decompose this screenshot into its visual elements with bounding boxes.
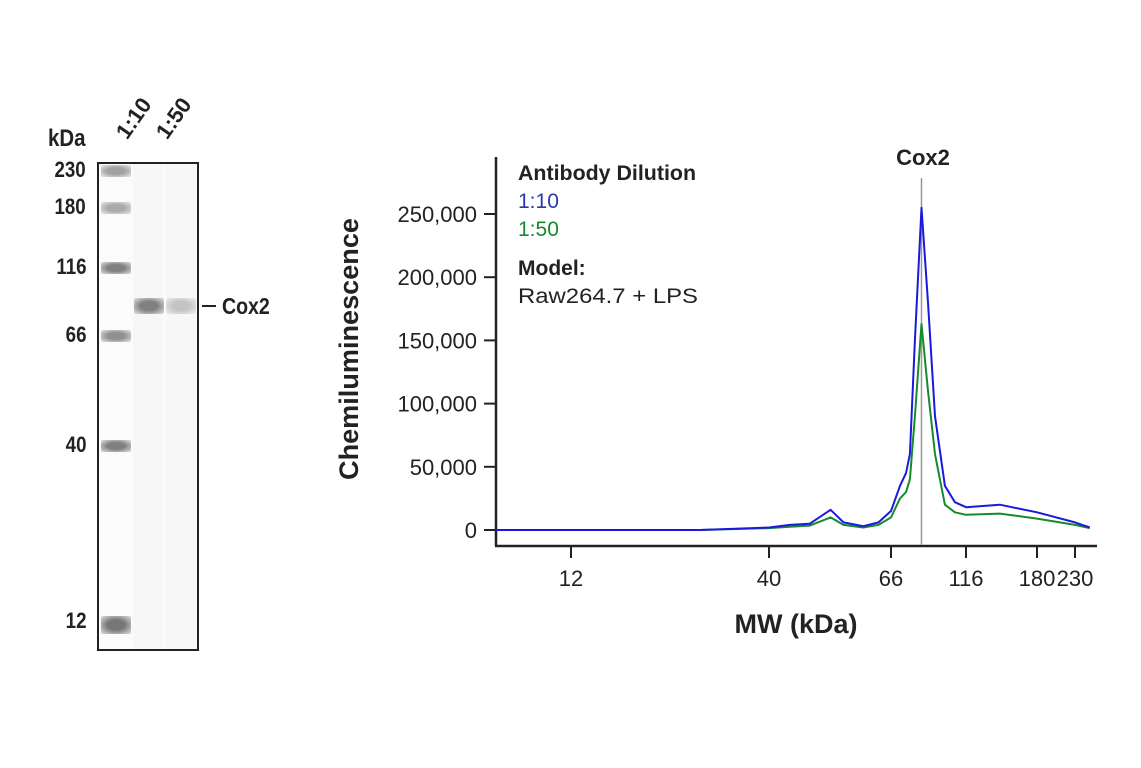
ladder-label: 12 (65, 608, 86, 633)
x-tick-label: 66 (879, 566, 903, 591)
gel-target-label: Cox2 (222, 293, 270, 319)
x-tick-label: 116 (948, 566, 983, 591)
x-tick-label: 230 (1057, 566, 1094, 591)
series-line-1-10 (495, 206, 1091, 531)
gel-lane-2 (166, 164, 197, 649)
peak-marker-label: Cox2 (896, 145, 950, 170)
x-tick-label: 180 (1019, 566, 1056, 591)
gel-image (97, 162, 199, 651)
model-value: Raw264.7 + LPS (518, 285, 698, 308)
ladder-label: 66 (65, 322, 86, 347)
y-tick-label: 150,000 (397, 328, 477, 353)
y-tick-label: 0 (465, 518, 477, 543)
ladder-label: 180 (54, 194, 86, 219)
ladder-band (101, 202, 131, 214)
ladder-label: 40 (65, 432, 86, 457)
gel-unit-label: kDa (48, 125, 86, 152)
ladder-band (101, 262, 131, 274)
sample-band (134, 298, 164, 314)
y-axis-label: Chemiluminescence (334, 218, 364, 480)
ladder-label: 230 (54, 157, 86, 182)
series-line-1-50 (495, 323, 1091, 531)
ladder-band (101, 440, 131, 452)
x-tick-label: 12 (559, 566, 583, 591)
ladder-band (101, 616, 131, 634)
y-tick-label: 50,000 (410, 455, 477, 480)
cox2-pointer-line (202, 305, 216, 307)
gel-lane-1 (133, 164, 163, 649)
legend-entry-1-50: 1:50 (518, 218, 559, 241)
legend-title: Antibody Dilution (518, 162, 696, 185)
y-tick-label: 250,000 (397, 202, 477, 227)
y-tick-label: 200,000 (397, 265, 477, 290)
ladder-band (101, 165, 131, 177)
ladder-band (101, 330, 131, 342)
x-axis-label: MW (kDa) (735, 609, 858, 639)
legend-entry-1-10: 1:10 (518, 190, 559, 213)
sample-band (166, 298, 196, 314)
ladder-label: 116 (55, 254, 86, 279)
y-tick-label: 100,000 (397, 392, 477, 417)
x-tick-label: 40 (757, 566, 781, 591)
model-title: Model: (518, 257, 586, 280)
